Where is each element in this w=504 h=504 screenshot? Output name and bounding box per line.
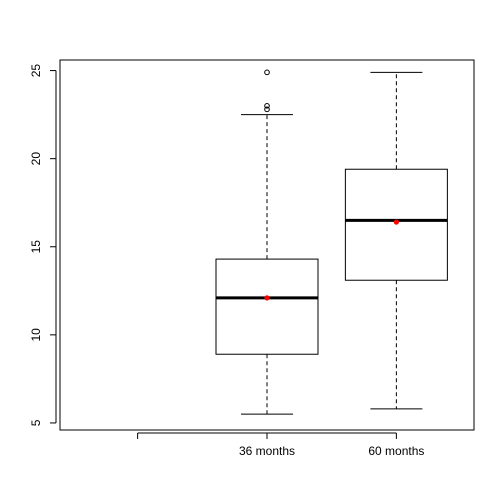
- mean-point: [393, 219, 399, 225]
- iqr-box: [344, 168, 448, 281]
- outlier-point: [264, 106, 270, 113]
- y-tick-label: 25: [29, 64, 43, 78]
- y-tick-label: 5: [29, 419, 43, 426]
- y-tick-label: 20: [29, 152, 43, 166]
- x-tick-label: 36 months: [239, 444, 295, 458]
- outlier-point: [264, 103, 270, 109]
- x-tick-label: 60 months: [368, 444, 424, 458]
- y-axis: 5 10 15 20 25: [29, 64, 57, 426]
- iqr-box: [215, 258, 319, 355]
- plot-frame: [59, 59, 475, 431]
- y-tick-label: 15: [29, 240, 43, 254]
- mean-point: [264, 295, 270, 301]
- box-group: [215, 69, 319, 415]
- y-tick-label: 10: [29, 328, 43, 342]
- box-group: [344, 71, 448, 410]
- box-series: [215, 69, 448, 415]
- outlier-point: [264, 69, 270, 76]
- x-axis: 36 months 60 months: [137, 432, 424, 458]
